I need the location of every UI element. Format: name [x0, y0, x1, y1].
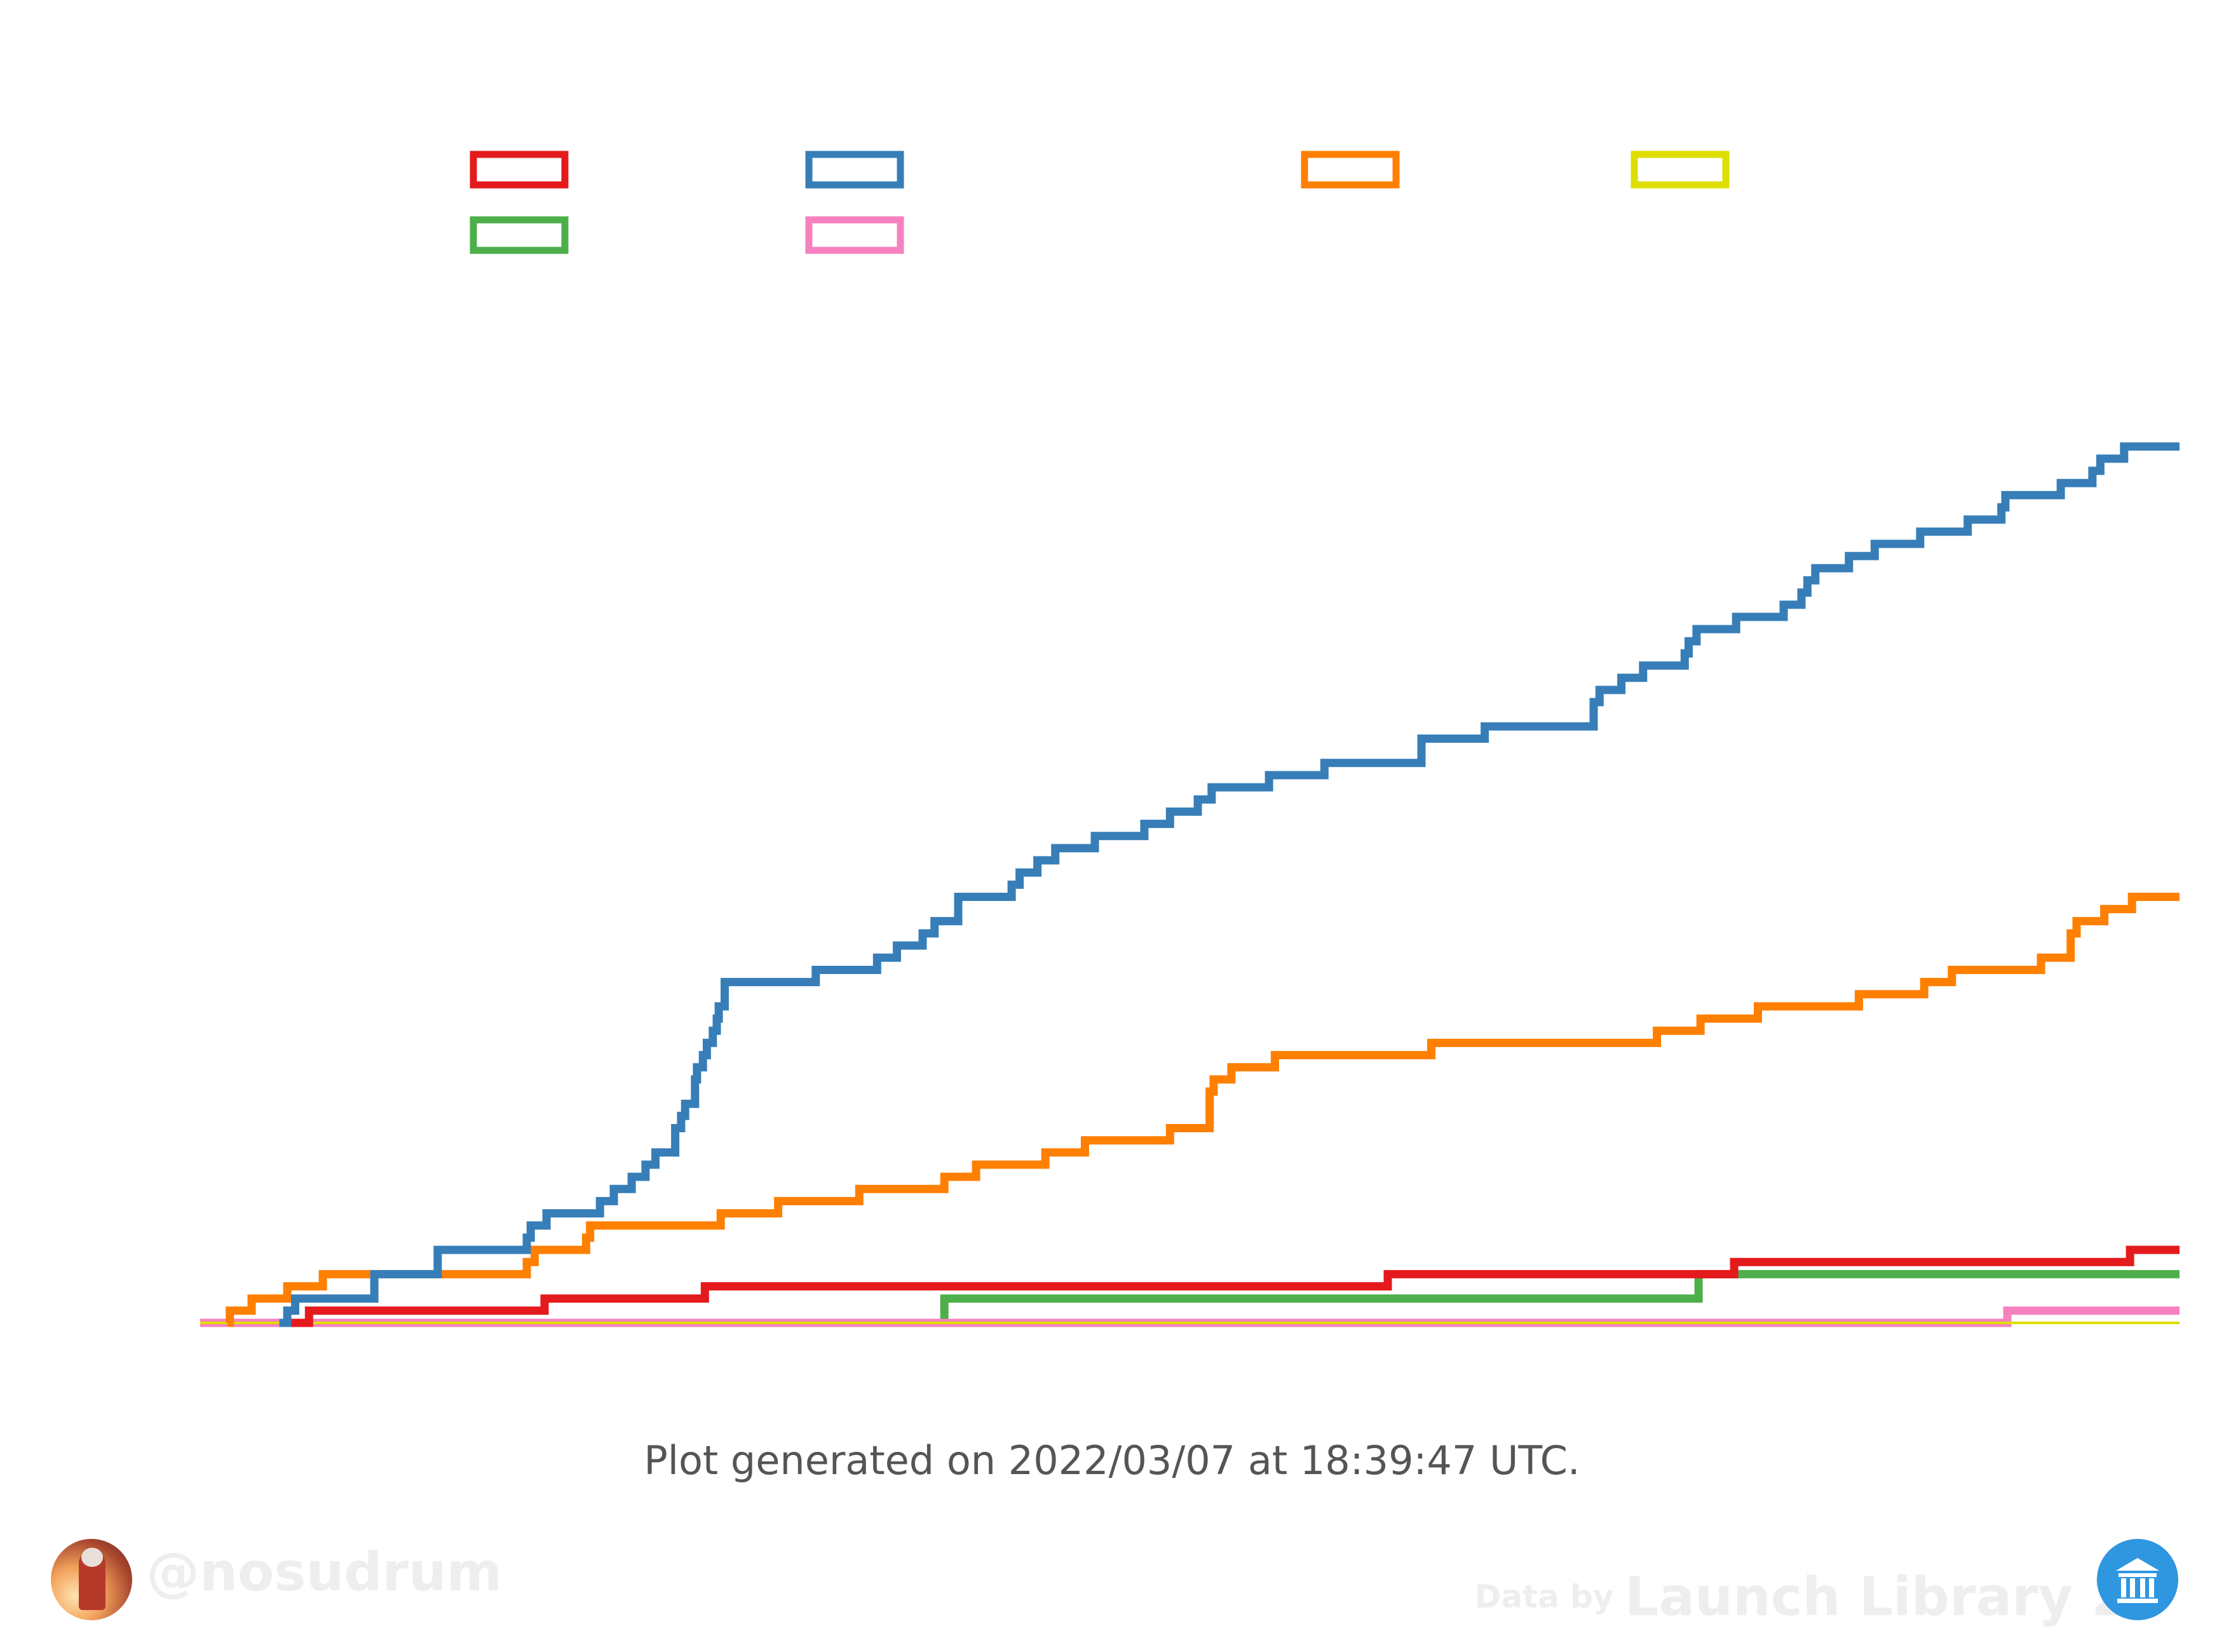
data-by-label: Data by: [1474, 1578, 1614, 1615]
author-handle: @nosudrum: [146, 1541, 503, 1603]
launch-library-logo-icon: [2097, 1539, 2178, 1620]
legend-swatch-3: [1631, 151, 1730, 189]
legend-swatch-5: [805, 216, 904, 254]
series-line-4: [200, 1269, 2180, 1327]
series-line-1: [279, 442, 2180, 1327]
series-line-2: [226, 893, 2180, 1327]
author-avatar: [51, 1539, 132, 1620]
legend-swatch-2: [1301, 151, 1400, 189]
legend-swatch-0: [470, 151, 569, 189]
legend-swatch-4: [470, 216, 569, 254]
data-source-name: Launch Library 2: [1624, 1566, 2129, 1628]
plot-generated-note: Plot generated on 2022/03/07 at 18:39:47…: [644, 1437, 1580, 1484]
legend: [470, 151, 1730, 254]
data-source-credit: Data by Launch Library 2: [1474, 1558, 2129, 1628]
plot-area: [200, 442, 2180, 1327]
legend-swatch-1: [805, 151, 904, 189]
series-line-0: [281, 1245, 2180, 1327]
astronaut-helmet: [81, 1548, 103, 1567]
